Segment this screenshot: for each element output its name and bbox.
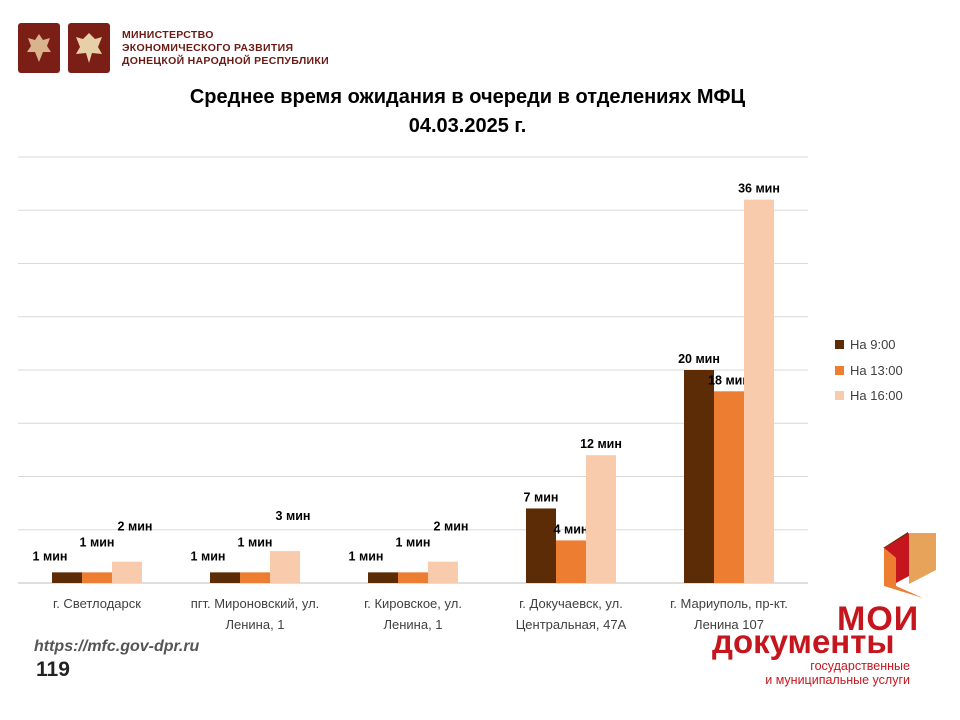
ministry-line: ДОНЕЦКОЙ НАРОДНОЙ РЕСПУБЛИКИ xyxy=(122,54,329,67)
chart-title-block: Среднее время ожидания в очереди в отдел… xyxy=(0,83,935,141)
dpr-emblem-icon xyxy=(68,23,110,73)
data-label: 4 мин xyxy=(554,522,589,536)
bar xyxy=(744,199,774,583)
legend-swatch xyxy=(835,391,844,401)
bar xyxy=(82,572,112,583)
legend-item: На 16:00 xyxy=(835,383,903,409)
brand-line-1: МОИ xyxy=(837,600,920,638)
data-label: 1 мин xyxy=(238,535,273,549)
brand-tagline: государственные и муниципальные услуги xyxy=(720,659,910,687)
category-label: пгт. Мироновский, ул. xyxy=(191,596,320,611)
legend-label: На 13:00 xyxy=(850,362,903,378)
chart-legend: На 9:00 На 13:00 На 16:00 xyxy=(835,332,903,409)
data-label: 7 мин xyxy=(524,490,559,504)
bar xyxy=(270,551,300,583)
data-label: 1 мин xyxy=(396,535,431,549)
ministry-line: МИНИСТЕРСТВО xyxy=(122,28,214,41)
brand-line-4: и муниципальные услуги xyxy=(765,673,910,687)
data-label: 36 мин xyxy=(738,182,780,196)
legend-item: На 9:00 xyxy=(835,332,903,358)
russia-emblem-icon xyxy=(18,23,60,73)
data-label: 3 мин xyxy=(276,509,311,523)
category-label: г. Кировское, ул. xyxy=(364,596,462,611)
chart-title: Среднее время ожидания в очереди в отдел… xyxy=(189,86,746,108)
bar xyxy=(586,455,616,583)
category-label: г. Светлодарск xyxy=(53,596,141,611)
data-label: 1 мин xyxy=(191,549,226,563)
bar xyxy=(210,572,240,583)
data-label: 2 мин xyxy=(118,520,153,534)
legend-swatch xyxy=(835,340,844,350)
data-label: 1 мин xyxy=(80,535,115,549)
moi-dokumenty-logo-icon xyxy=(883,532,936,598)
bar xyxy=(368,572,398,583)
category-label: г. Мариуполь, пр-кт. xyxy=(670,596,788,611)
legend-label: На 16:00 xyxy=(850,388,903,404)
legend-swatch xyxy=(835,365,844,375)
data-label: 18 мин xyxy=(708,373,750,387)
brand-line-2: документы xyxy=(712,623,895,660)
category-label: г. Докучаевск, ул. xyxy=(519,596,623,611)
brand-line-3: государственные xyxy=(810,659,910,673)
bar xyxy=(428,561,458,583)
bar xyxy=(526,508,556,583)
bar xyxy=(714,391,744,583)
chart-subtitle: 04.03.2025 г. xyxy=(408,115,527,137)
ministry-line: ЭКОНОМИЧЕСКОГО РАЗВИТИЯ xyxy=(122,41,294,54)
bar xyxy=(398,572,428,583)
bar xyxy=(52,572,82,583)
bar xyxy=(556,540,586,583)
bar xyxy=(240,572,270,583)
page-number: 119 xyxy=(36,658,70,681)
category-label: Ленина, 1 xyxy=(383,617,442,632)
data-label: 2 мин xyxy=(434,520,469,534)
legend-item: На 13:00 xyxy=(835,358,903,384)
bar xyxy=(112,561,142,583)
category-label: Ленина, 1 xyxy=(225,617,284,632)
ministry-header: МИНИСТЕРСТВО ЭКОНОМИЧЕСКОГО РАЗВИТИЯ ДОН… xyxy=(18,22,329,74)
category-label: Центральная, 47А xyxy=(516,617,627,632)
data-label: 1 мин xyxy=(33,549,68,563)
category-label: Ленина 107 xyxy=(694,617,764,632)
data-label: 12 мин xyxy=(580,437,622,451)
website-url[interactable]: https://mfc.gov-dpr.ru xyxy=(34,638,200,655)
legend-label: На 9:00 xyxy=(850,337,896,353)
ministry-name: МИНИСТЕРСТВО ЭКОНОМИЧЕСКОГО РАЗВИТИЯ ДОН… xyxy=(122,29,329,68)
bar xyxy=(684,370,714,583)
data-label: 1 мин xyxy=(349,549,384,563)
data-label: 20 мин xyxy=(678,352,720,366)
